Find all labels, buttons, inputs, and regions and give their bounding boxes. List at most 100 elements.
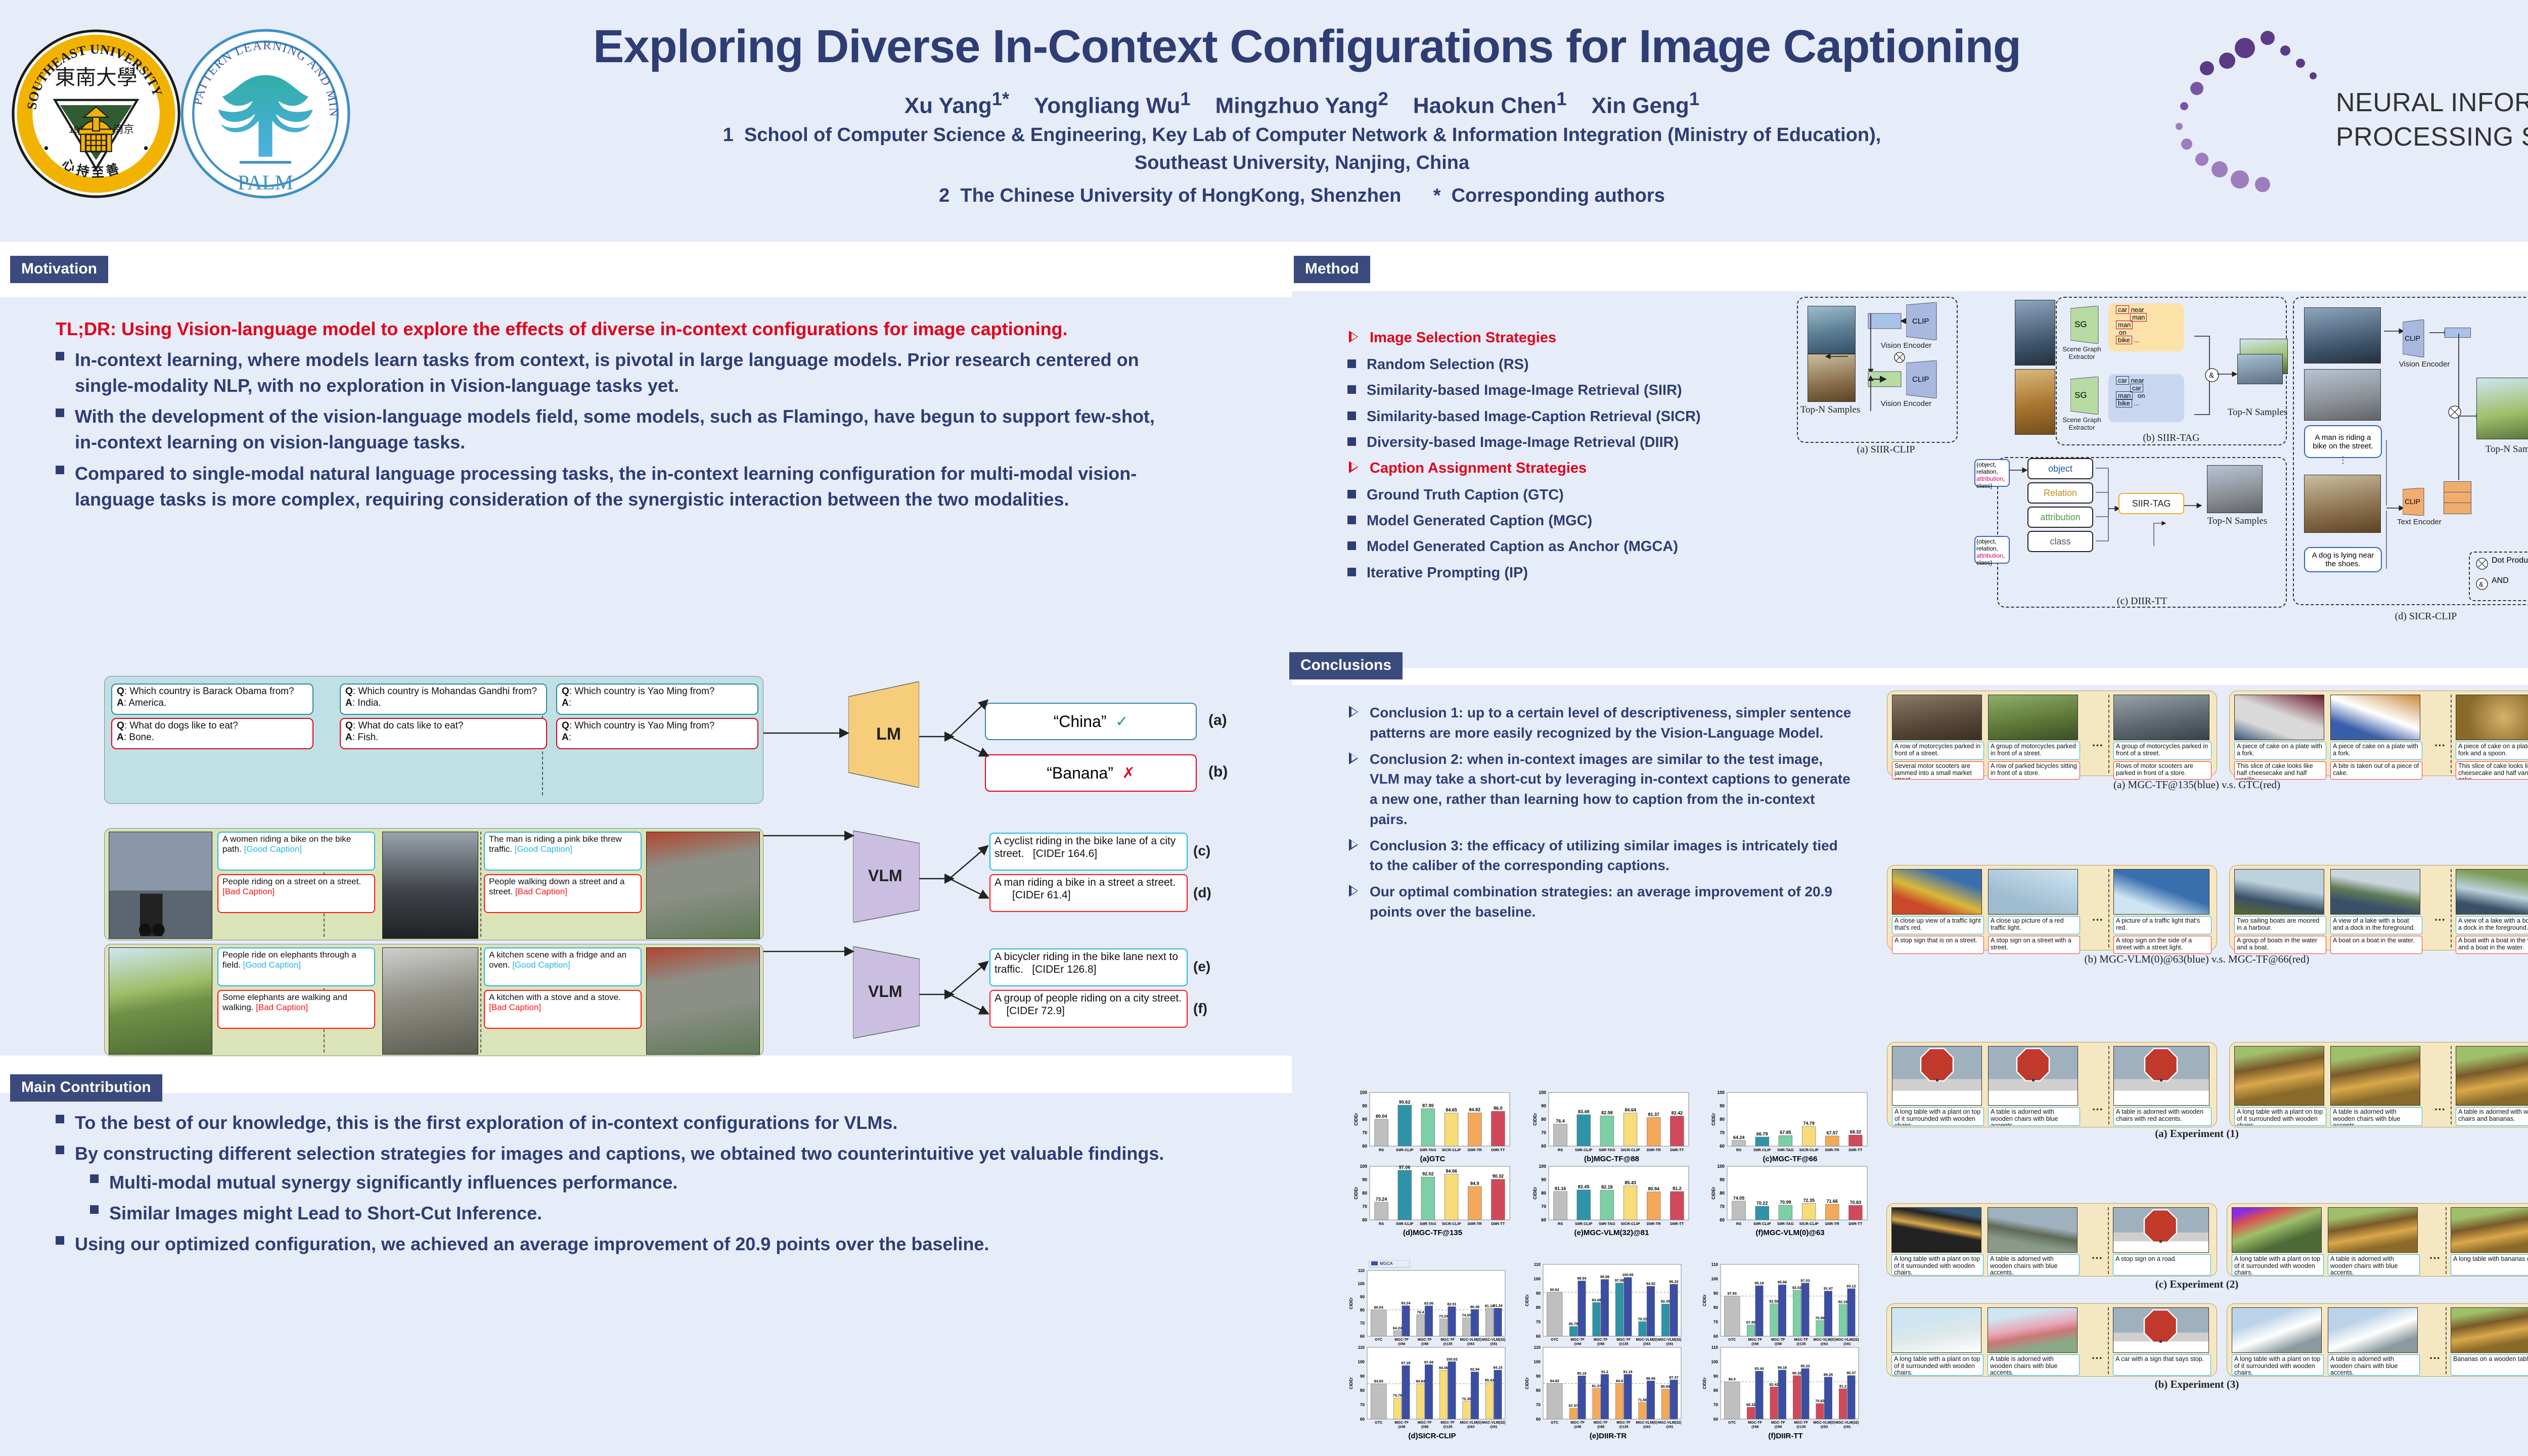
svg-text:84.65: 84.65	[1446, 1108, 1457, 1113]
svg-text:60: 60	[1541, 1144, 1546, 1149]
svg-text:MGC-VLM(0): MGC-VLM(0)	[1814, 1338, 1835, 1342]
svg-text:RS: RS	[1736, 1221, 1742, 1226]
svg-text:SICR-CLIP: SICR-CLIP	[1799, 1221, 1819, 1226]
svg-text:73.24: 73.24	[1439, 1314, 1449, 1318]
svg-text:84.64: 84.64	[1624, 1108, 1636, 1113]
svg-text:GTC: GTC	[1375, 1421, 1382, 1425]
svg-text:MGC-VLM(32): MGC-VLM(32)	[1658, 1338, 1682, 1342]
svg-text:@63: @63	[1643, 1425, 1650, 1429]
svg-text:DIIR-TT: DIIR-TT	[1670, 1221, 1684, 1226]
svg-text:91.2: 91.2	[1601, 1370, 1608, 1374]
svg-text:MGC-TF: MGC-TF	[1616, 1421, 1631, 1425]
svg-text:SIIR-CLIP: SIIR-CLIP	[1575, 1148, 1593, 1152]
svg-text:CIDEr: CIDEr	[1702, 1377, 1707, 1389]
svg-text:80: 80	[1713, 1305, 1719, 1310]
svg-text:南京: 南京	[113, 123, 134, 135]
svg-text:&: &	[2209, 371, 2214, 380]
svg-text:90: 90	[1541, 1177, 1546, 1182]
svg-text:@66: @66	[1574, 1425, 1582, 1429]
svg-text:76.4: 76.4	[1417, 1310, 1424, 1314]
svg-text:CLIP: CLIP	[1912, 375, 1929, 384]
svg-text:100.95: 100.95	[1622, 1272, 1633, 1277]
svg-text:SIIR-CLIP: SIIR-CLIP	[1753, 1148, 1771, 1152]
svg-text:110: 110	[1358, 1268, 1365, 1273]
svg-text:100: 100	[1717, 1090, 1725, 1095]
svg-text:68.32: 68.32	[1746, 1402, 1755, 1407]
svg-text:DIIR-TT: DIIR-TT	[1848, 1148, 1862, 1152]
svg-text:DIIR-TT: DIIR-TT	[1848, 1221, 1862, 1226]
svg-text:SICR-CLIP: SICR-CLIP	[1799, 1148, 1819, 1152]
svg-text:@88: @88	[1774, 1425, 1782, 1429]
svg-text:MGC-TF: MGC-TF	[1771, 1338, 1785, 1342]
svg-text:RS: RS	[1736, 1148, 1742, 1152]
svg-text:RS: RS	[1379, 1221, 1384, 1226]
svg-text:85.43: 85.43	[1624, 1180, 1636, 1186]
svg-text:87.95: 87.95	[1728, 1291, 1737, 1296]
svg-text:86.66: 86.66	[1646, 1376, 1655, 1381]
svg-text:MGC-TF: MGC-TF	[1440, 1338, 1455, 1342]
svg-text:72.35: 72.35	[1803, 1198, 1815, 1203]
svg-text:60: 60	[1713, 1334, 1719, 1339]
svg-text:SIIR-TAG: SIIR-TAG	[1420, 1148, 1436, 1152]
svg-text:97.06: 97.06	[1399, 1165, 1411, 1170]
svg-text:87.95: 87.95	[1422, 1103, 1434, 1108]
svg-text:60: 60	[1720, 1144, 1725, 1149]
svg-text:83.49: 83.49	[1578, 1109, 1590, 1114]
svg-text:VLM: VLM	[868, 867, 902, 885]
svg-text:60: 60	[1720, 1217, 1725, 1222]
svg-text:84.64: 84.64	[1416, 1379, 1425, 1384]
svg-text:@81: @81	[1490, 1425, 1498, 1429]
svg-text:86.0: 86.0	[1494, 1106, 1503, 1111]
svg-text:94.82: 94.82	[1646, 1282, 1655, 1286]
svg-text:CIDEr: CIDEr	[1532, 1187, 1538, 1200]
svg-text:@63: @63	[1820, 1425, 1828, 1429]
svg-text:82.18: 82.18	[1601, 1185, 1613, 1190]
svg-text:MGC-VLM(0): MGC-VLM(0)	[1636, 1421, 1658, 1425]
svg-text:67.85: 67.85	[1746, 1320, 1755, 1325]
svg-text:80.04: 80.04	[1374, 1305, 1384, 1309]
svg-text:89.28: 89.28	[1824, 1372, 1833, 1377]
svg-text:95.86: 95.86	[1778, 1280, 1787, 1285]
svg-text:80.94: 80.94	[1661, 1384, 1671, 1389]
svg-text:100.02: 100.02	[1446, 1357, 1457, 1361]
svg-text:82.42: 82.42	[1672, 1111, 1683, 1116]
svg-text:MGC-TF: MGC-TF	[1570, 1421, 1585, 1425]
svg-text:94.15: 94.15	[1493, 1366, 1502, 1370]
svg-text:MGC-TF: MGC-TF	[1440, 1421, 1455, 1425]
svg-text:MGC-VLM(0): MGC-VLM(0)	[1636, 1338, 1658, 1342]
svg-text:MGC-VLM(0): MGC-VLM(0)	[1460, 1421, 1482, 1425]
svg-text:68.32: 68.32	[1850, 1129, 1862, 1134]
svg-text:SIIR-CLIP: SIIR-CLIP	[1396, 1148, 1414, 1152]
svg-text:CLIP: CLIP	[2405, 497, 2420, 506]
svg-text:70: 70	[1536, 1403, 1541, 1407]
svg-text:SICR-CLIP: SICR-CLIP	[1621, 1221, 1640, 1226]
svg-text:DIIR-TT: DIIR-TT	[1670, 1148, 1684, 1152]
svg-text:90: 90	[1713, 1291, 1719, 1296]
svg-text:GTC: GTC	[1375, 1338, 1382, 1342]
svg-text:100: 100	[1360, 1090, 1367, 1095]
svg-text:100: 100	[1358, 1282, 1365, 1286]
svg-text:96.22: 96.22	[1669, 1280, 1678, 1284]
svg-text:100: 100	[1711, 1277, 1718, 1281]
svg-text:95.23: 95.23	[1800, 1363, 1810, 1368]
svg-text:90: 90	[1536, 1291, 1541, 1296]
svg-text:82.18: 82.18	[1838, 1300, 1847, 1304]
svg-text:80: 80	[1362, 1191, 1367, 1196]
svg-text:84.82: 84.82	[1469, 1107, 1481, 1112]
svg-text:94.06: 94.06	[1446, 1169, 1457, 1174]
svg-text:74.05: 74.05	[1462, 1313, 1471, 1317]
svg-text:84.9: 84.9	[1616, 1379, 1623, 1383]
svg-text:SICR-CLIP: SICR-CLIP	[1621, 1148, 1640, 1152]
svg-text:MGC-TF: MGC-TF	[1594, 1421, 1608, 1425]
svg-text:SIIR-TAG: SIIR-TAG	[1777, 1148, 1794, 1152]
svg-text:70: 70	[1360, 1403, 1365, 1407]
svg-text:90: 90	[1536, 1374, 1541, 1379]
svg-text:CIDEr: CIDEr	[1524, 1377, 1529, 1389]
svg-text:70: 70	[1362, 1130, 1367, 1135]
svg-text:SIIR-TAG: SIIR-TAG	[1599, 1148, 1615, 1152]
svg-text:71.66: 71.66	[1827, 1199, 1838, 1204]
svg-text:81.37: 81.37	[1592, 1384, 1601, 1388]
svg-text:60: 60	[1536, 1334, 1541, 1339]
svg-text:67.85: 67.85	[1780, 1130, 1791, 1135]
svg-text:MGC-TF: MGC-TF	[1394, 1338, 1409, 1342]
